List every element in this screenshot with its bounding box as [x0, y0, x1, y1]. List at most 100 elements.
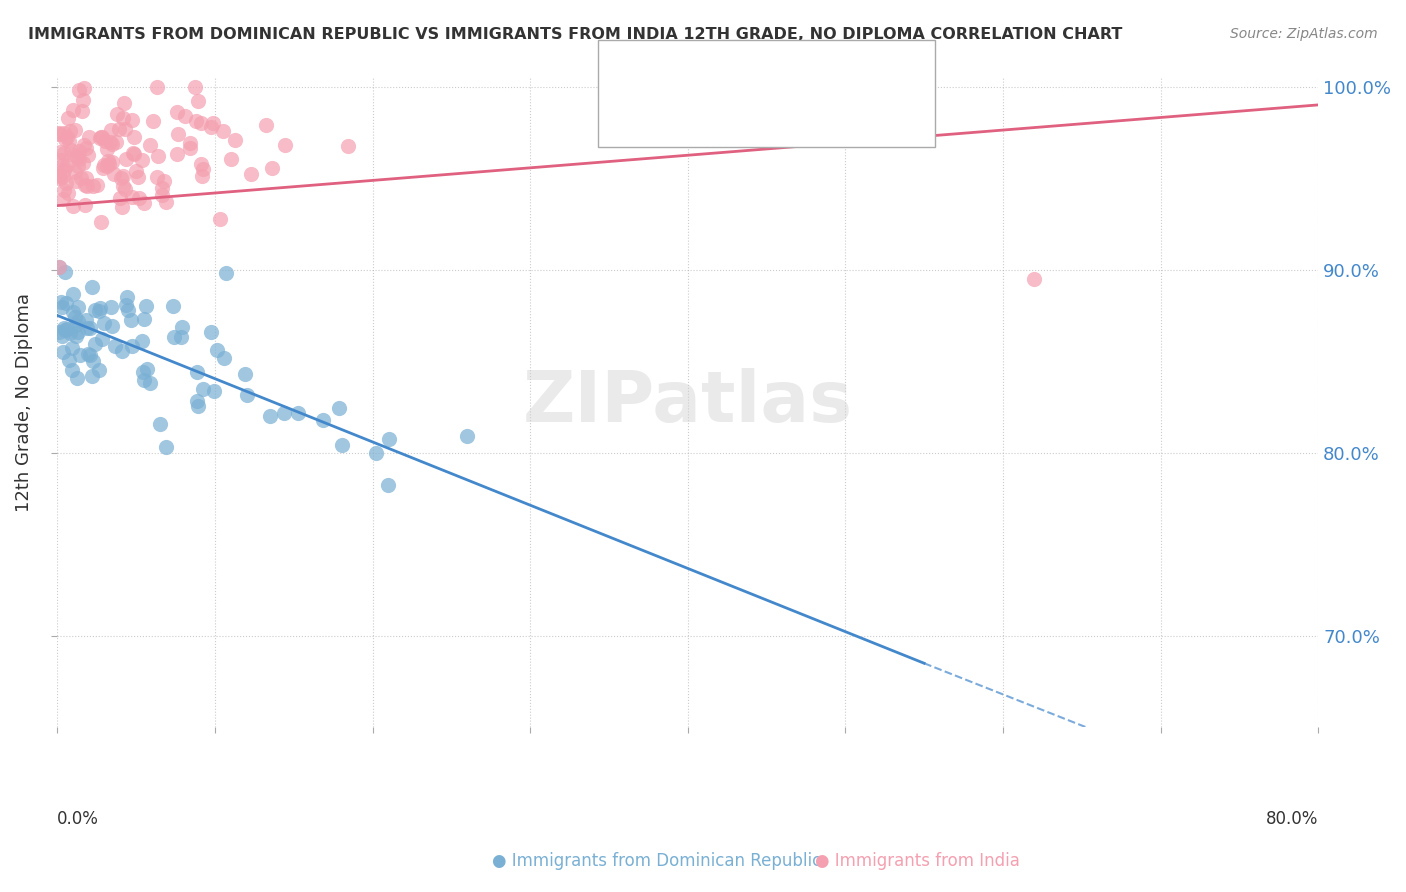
Point: [125, 163, 148, 178]
Point: [184, 79, 207, 94]
Point: [112, 179, 135, 194]
Point: [97, 157, 120, 171]
Point: [117, 302, 139, 317]
Point: [58, 111, 80, 125]
Point: [336, 138, 359, 153]
Point: [274, 138, 297, 153]
Point: [186, 394, 208, 409]
Point: [135, 299, 157, 313]
Point: [58, 186, 80, 200]
Point: [191, 382, 214, 396]
Point: [121, 190, 143, 204]
Point: [186, 114, 208, 128]
Point: [224, 133, 246, 147]
Point: [201, 116, 224, 130]
Point: [107, 121, 129, 136]
Point: [330, 438, 353, 452]
Point: [48, 260, 70, 274]
Point: [111, 169, 134, 184]
Point: [105, 136, 128, 150]
Point: [76, 321, 98, 335]
Point: [53, 131, 76, 145]
Point: [311, 413, 333, 427]
Point: [48, 168, 70, 182]
Point: [60, 341, 83, 355]
Point: [52, 192, 75, 206]
Point: [103, 167, 125, 181]
Point: [111, 344, 134, 359]
Point: [114, 182, 136, 196]
Point: [219, 152, 242, 166]
Point: [108, 191, 131, 205]
Point: [67, 144, 90, 158]
Point: [260, 161, 283, 176]
Point: [100, 136, 122, 151]
Point: [65, 174, 87, 188]
Point: [51, 329, 73, 343]
Point: [53, 183, 76, 197]
Point: [66, 326, 89, 340]
Point: [58, 353, 80, 368]
Text: R =: R =: [659, 112, 710, 129]
Point: [212, 124, 235, 138]
Point: [48, 127, 70, 141]
Point: [93, 161, 115, 175]
Text: R =: R =: [659, 71, 699, 89]
Point: [67, 301, 90, 315]
Point: [75, 198, 97, 212]
Point: [53, 265, 76, 279]
Point: [146, 170, 169, 185]
Point: [52, 145, 75, 160]
Point: [87, 363, 110, 377]
Point: [62, 305, 84, 319]
Point: [82, 354, 104, 368]
Point: [121, 146, 143, 161]
Point: [233, 368, 256, 382]
Point: [80, 369, 103, 384]
Point: [131, 334, 153, 349]
Point: [111, 200, 134, 214]
Point: [84, 303, 107, 318]
Point: [96, 159, 118, 173]
Point: [186, 365, 208, 379]
Point: [65, 329, 87, 343]
Point: [170, 330, 193, 344]
Point: [94, 134, 117, 148]
Point: [52, 163, 75, 178]
Point: [190, 169, 212, 184]
Point: [75, 313, 97, 327]
Point: [90, 332, 112, 346]
Point: [170, 320, 193, 334]
Point: [104, 339, 127, 353]
Point: [200, 120, 222, 134]
Point: [131, 153, 153, 168]
Point: [75, 141, 97, 155]
Point: [48, 260, 70, 274]
Text: ● Immigrants from India: ● Immigrants from India: [815, 852, 1021, 870]
Point: [377, 432, 399, 446]
Point: [150, 181, 173, 195]
Point: [132, 196, 155, 211]
Point: [1024, 272, 1046, 286]
Point: [287, 406, 309, 420]
Point: [77, 346, 100, 360]
Point: [121, 339, 143, 353]
Point: [155, 440, 177, 454]
Point: [179, 136, 201, 150]
Y-axis label: 12th Grade, No Diploma: 12th Grade, No Diploma: [15, 293, 32, 512]
Point: [52, 321, 75, 335]
Point: [98, 135, 121, 149]
Point: [52, 345, 75, 359]
Point: [52, 169, 75, 183]
Point: [163, 329, 186, 343]
Point: [162, 299, 184, 313]
Point: [122, 146, 145, 161]
Point: [240, 167, 263, 181]
Point: [70, 104, 93, 119]
Point: [48, 145, 70, 159]
Point: [52, 158, 75, 172]
Point: [364, 446, 387, 460]
Point: [328, 401, 350, 415]
Point: [75, 178, 97, 193]
Point: [60, 363, 83, 377]
